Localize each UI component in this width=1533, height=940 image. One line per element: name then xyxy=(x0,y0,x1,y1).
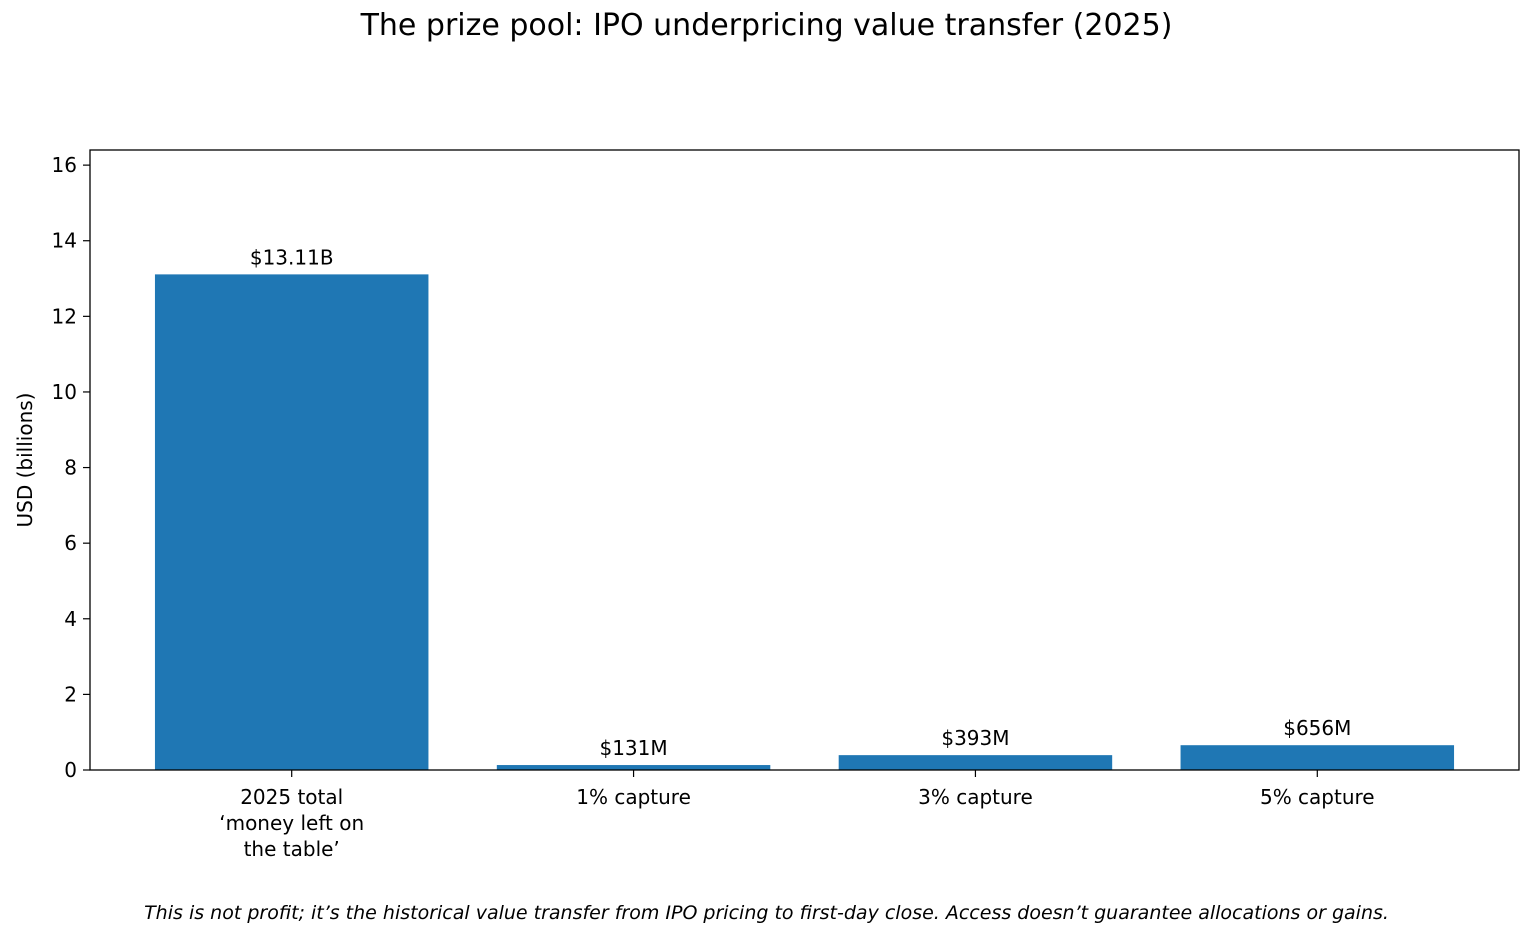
y-tick-label: 2 xyxy=(64,682,77,706)
bar xyxy=(1180,745,1455,770)
data-label: $131M xyxy=(599,736,667,760)
data-label: $656M xyxy=(1283,716,1351,740)
x-tick-label: the table’ xyxy=(244,837,340,861)
x-tick-label: 2025 total xyxy=(240,785,343,809)
chart-footnote: This is not profit; it’s the historical … xyxy=(144,902,1389,924)
bar xyxy=(838,755,1113,770)
y-tick-label: 4 xyxy=(64,607,77,631)
x-tick-label: 3% capture xyxy=(918,785,1033,809)
bar xyxy=(496,765,771,770)
data-label: $13.11B xyxy=(250,245,334,269)
x-tick-label: ‘money left on xyxy=(219,811,364,835)
bar xyxy=(154,274,429,770)
y-tick-label: 0 xyxy=(64,758,77,782)
plot-frame xyxy=(89,149,1520,771)
y-tick-label: 6 xyxy=(64,531,77,555)
chart-title: The prize pool: IPO underpricing value t… xyxy=(360,8,1173,43)
y-axis-label: USD (billions) xyxy=(13,393,37,528)
y-tick-label: 16 xyxy=(52,153,77,177)
x-tick-label: 5% capture xyxy=(1260,785,1375,809)
y-tick-label: 8 xyxy=(64,456,77,480)
y-tick-label: 12 xyxy=(52,304,77,328)
y-tick-label: 14 xyxy=(52,229,77,253)
y-tick-label: 10 xyxy=(52,380,77,404)
x-tick-label: 1% capture xyxy=(576,785,691,809)
data-label: $393M xyxy=(941,726,1009,750)
